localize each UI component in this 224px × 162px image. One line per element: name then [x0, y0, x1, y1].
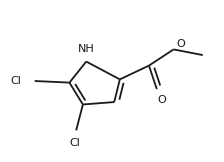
Text: NH: NH	[78, 44, 95, 54]
Text: O: O	[177, 39, 185, 49]
Text: Cl: Cl	[70, 138, 80, 148]
Text: O: O	[157, 95, 166, 105]
Text: Cl: Cl	[10, 76, 21, 86]
